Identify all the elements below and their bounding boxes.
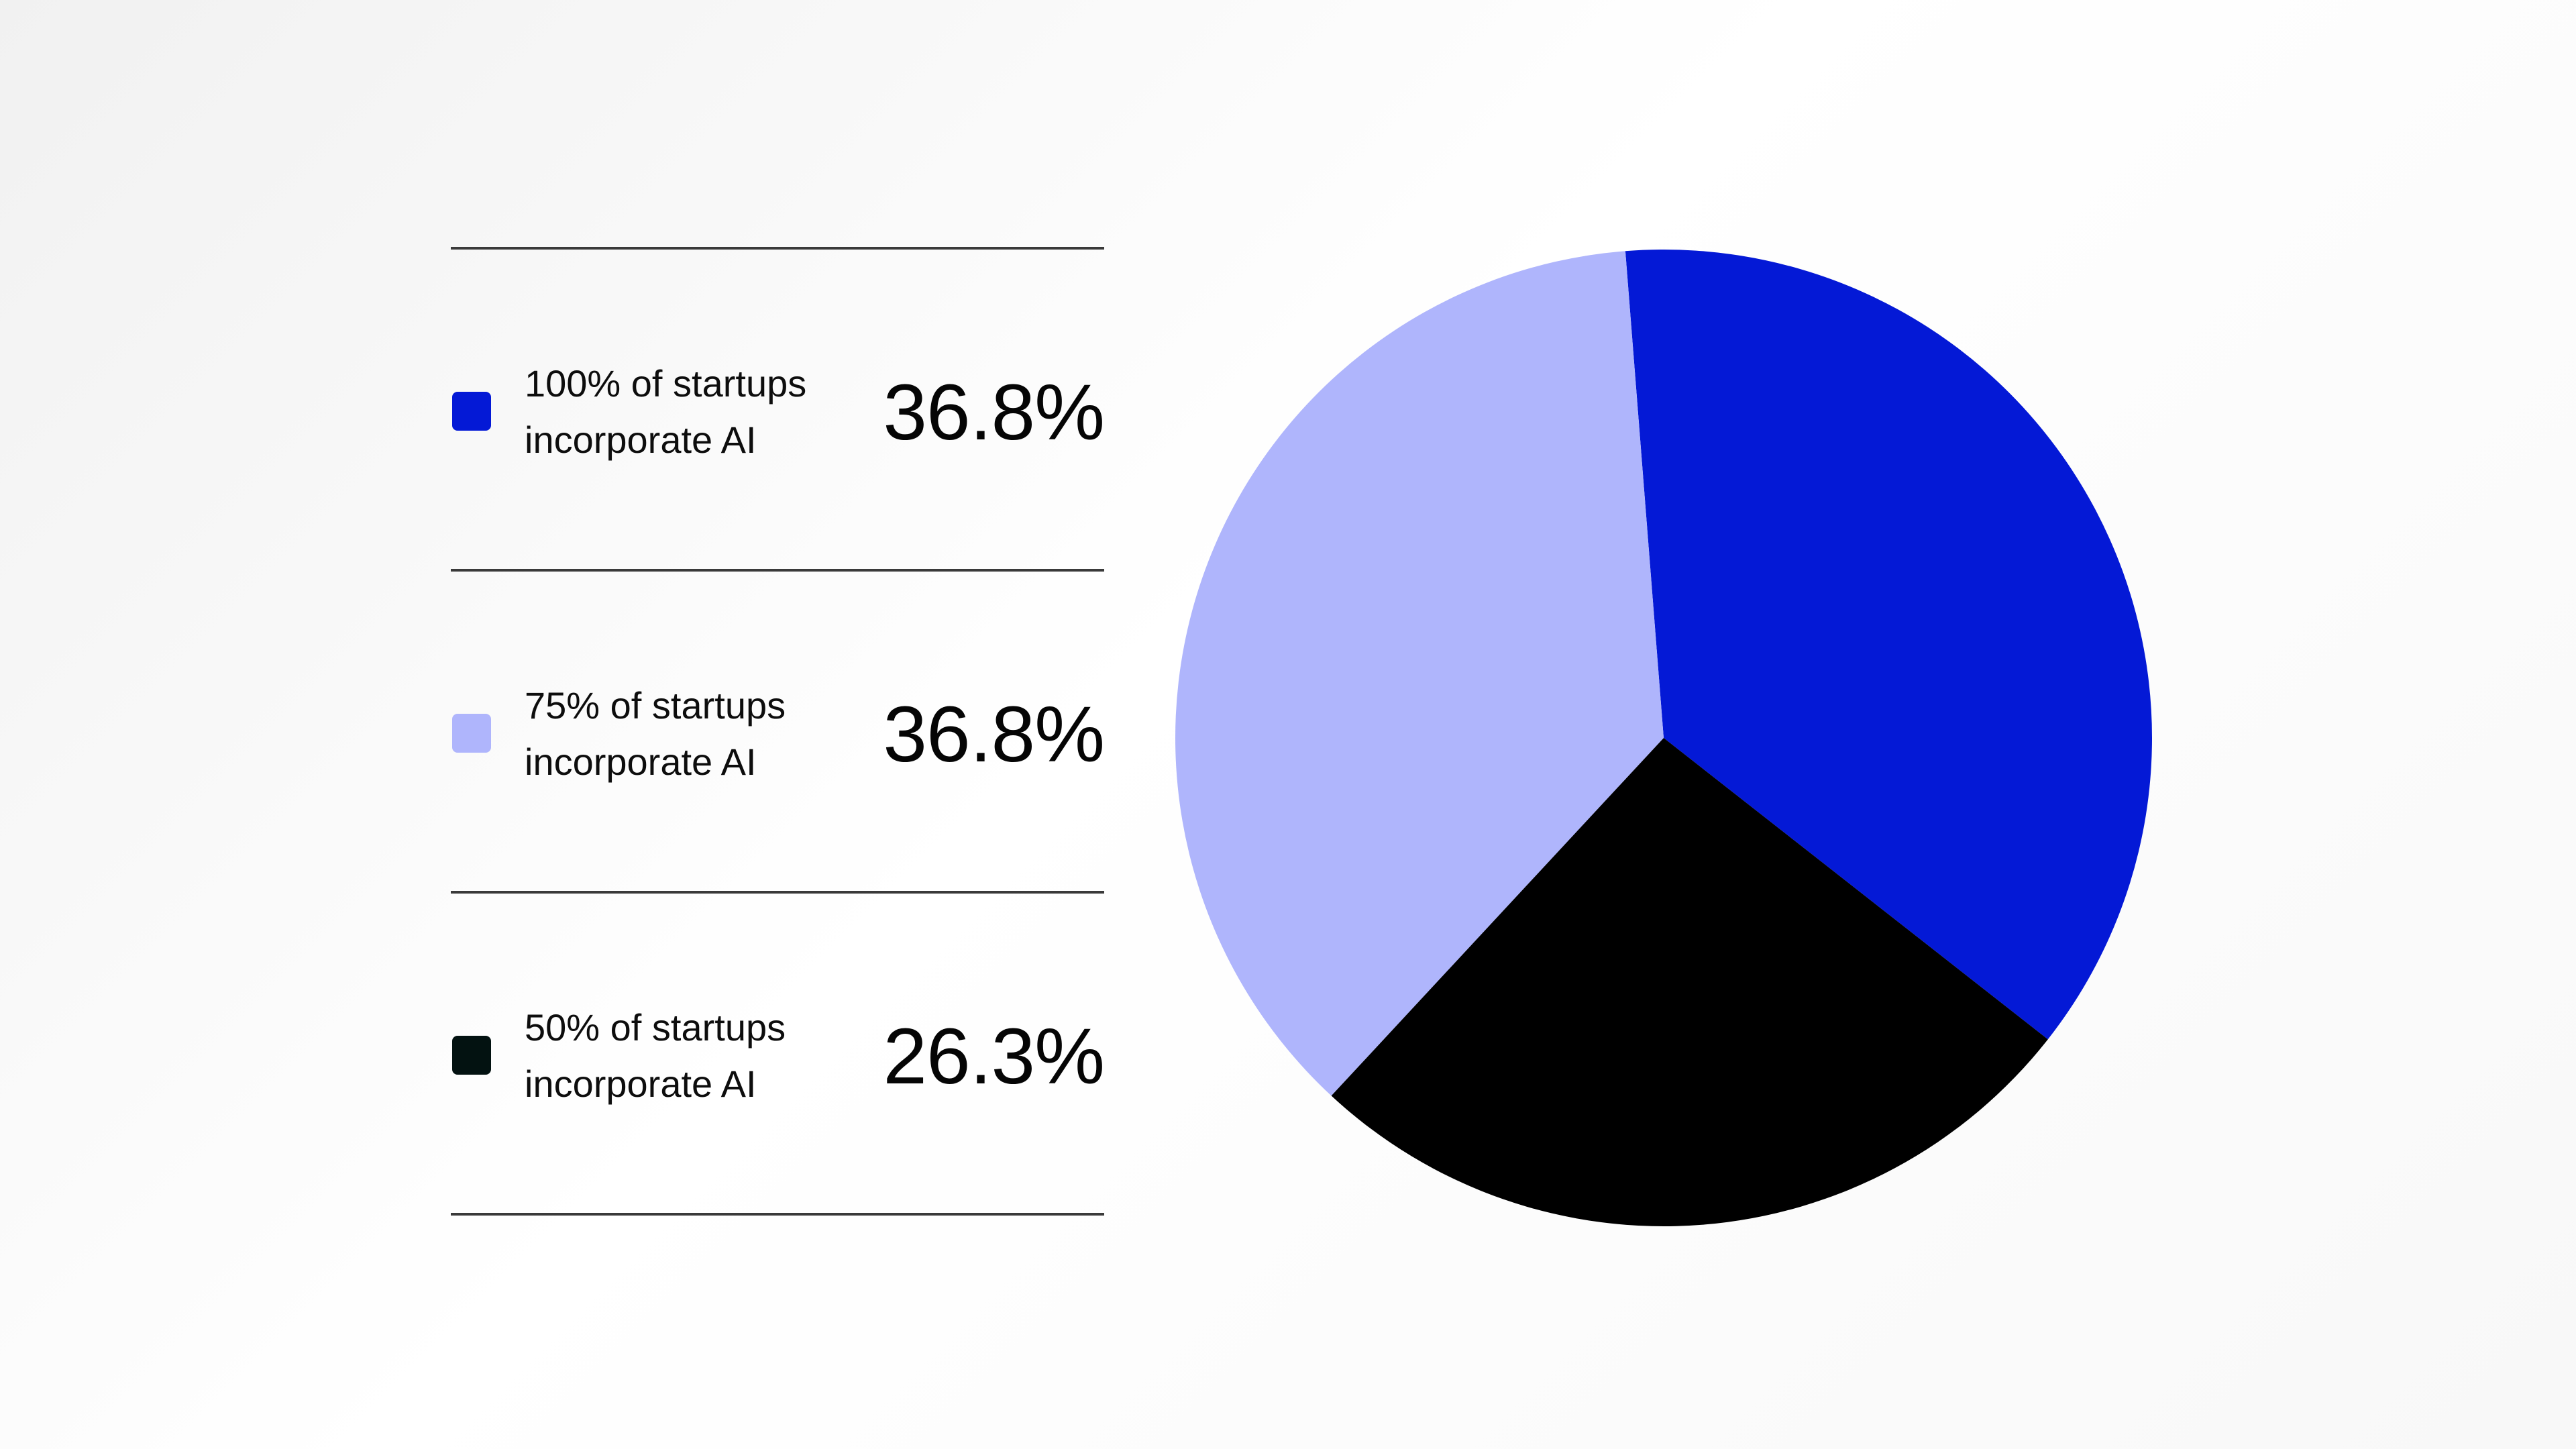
pie-slice-50-percent	[1331, 738, 2048, 1226]
legend-divider	[451, 891, 1104, 894]
legend-divider	[451, 569, 1104, 572]
pie-slice-100-percent	[1625, 250, 2152, 1040]
legend-divider	[451, 247, 1104, 250]
legend-label: 50% of startups incorporate AI	[525, 1006, 786, 1105]
legend-value: 26.3%	[883, 1012, 1105, 1101]
pie-slice-75-percent	[1175, 251, 1664, 1096]
legend-label: 75% of startups incorporate AI	[525, 684, 786, 783]
pie-chart-svg	[1175, 250, 2152, 1226]
legend-value: 36.8%	[883, 690, 1105, 779]
legend-value: 36.8%	[883, 368, 1105, 457]
legend-swatch	[452, 1036, 491, 1075]
legend-item-50-percent: 50% of startups incorporate AI 26.3%	[451, 894, 1105, 1213]
pie-chart	[1167, 241, 2160, 1234]
legend-item-75-percent: 75% of startups incorporate AI 36.8%	[451, 572, 1105, 891]
legend-swatch	[452, 392, 491, 431]
chart-legend: 100% of startups incorporate AI 36.8% 75…	[451, 247, 1105, 1216]
legend-label: 100% of startups incorporate AI	[525, 362, 807, 461]
legend-swatch	[452, 714, 491, 753]
legend-divider	[451, 1213, 1104, 1216]
legend-item-100-percent: 100% of startups incorporate AI 36.8%	[451, 250, 1105, 569]
